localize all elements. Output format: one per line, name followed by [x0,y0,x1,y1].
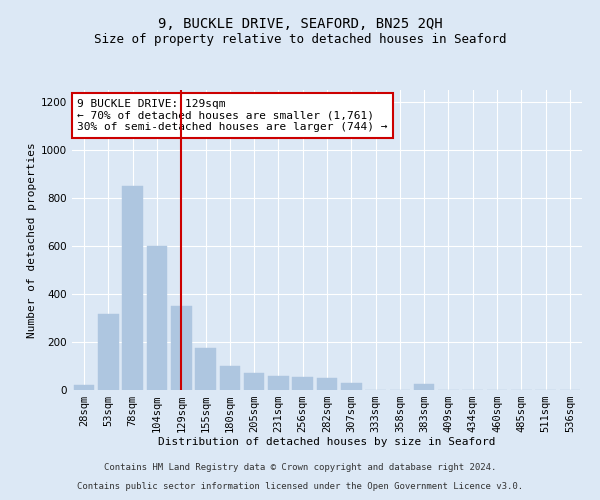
Bar [292,377,313,390]
Text: Contains public sector information licensed under the Open Government Licence v3: Contains public sector information licen… [77,482,523,491]
Bar [146,246,167,390]
Bar [268,376,289,390]
Text: Contains HM Land Registry data © Crown copyright and database right 2024.: Contains HM Land Registry data © Crown c… [104,464,496,472]
Y-axis label: Number of detached properties: Number of detached properties [27,142,37,338]
Bar [341,384,362,390]
Bar [195,348,216,390]
Text: 9, BUCKLE DRIVE, SEAFORD, BN25 2QH: 9, BUCKLE DRIVE, SEAFORD, BN25 2QH [158,18,442,32]
Bar [74,385,94,390]
Bar [171,306,191,390]
Bar [414,384,434,390]
Bar [244,373,265,390]
Text: Size of property relative to detached houses in Seaford: Size of property relative to detached ho… [94,32,506,46]
Bar [317,378,337,390]
Bar [98,314,119,390]
X-axis label: Distribution of detached houses by size in Seaford: Distribution of detached houses by size … [158,436,496,446]
Text: 9 BUCKLE DRIVE: 129sqm
← 70% of detached houses are smaller (1,761)
30% of semi-: 9 BUCKLE DRIVE: 129sqm ← 70% of detached… [77,99,388,132]
Bar [122,186,143,390]
Bar [220,366,240,390]
